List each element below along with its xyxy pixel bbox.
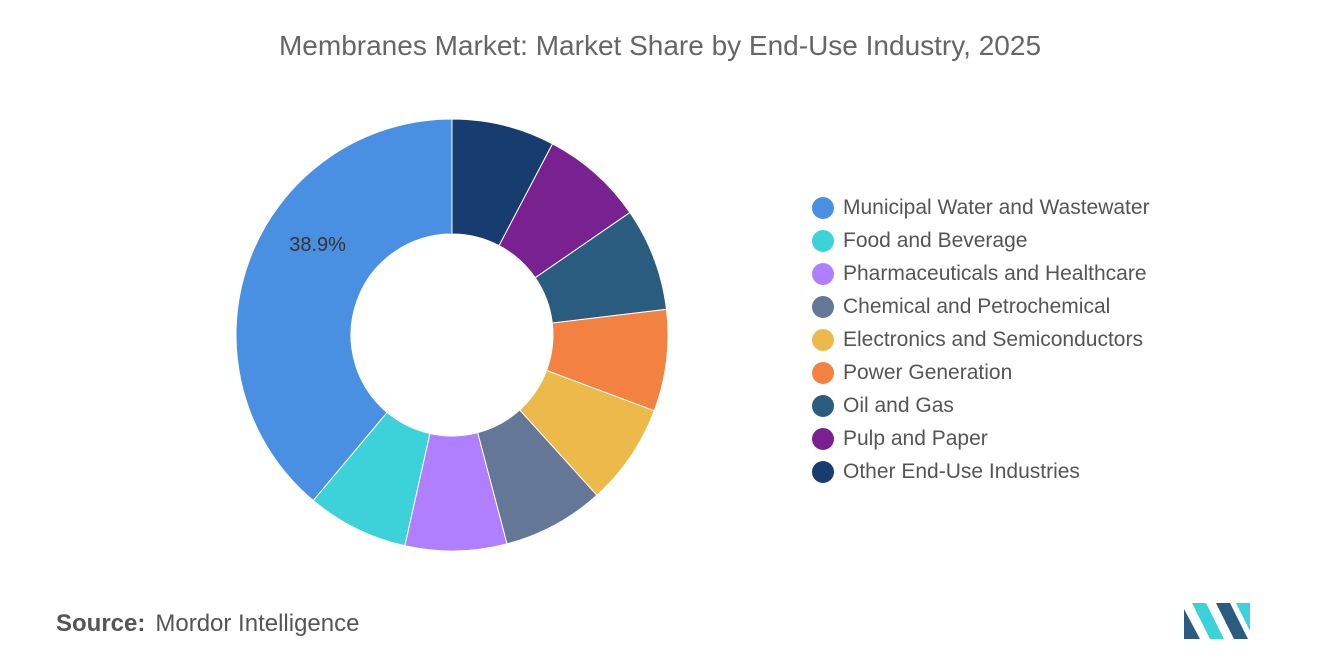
source-name: Mordor Intelligence (155, 610, 360, 637)
donut-slice-food-and-beverage (312, 411, 431, 547)
slice-data-label: 38.9% (289, 234, 346, 256)
donut-slice-electronics-and-semiconductors (519, 369, 655, 496)
legend-item: Oil and Gas (812, 389, 1150, 422)
logo-shape-right (1216, 603, 1248, 639)
donut-slice-municipal-water-and-wastewater (235, 118, 453, 502)
donut-slice-pharmaceuticals-and-healthcare (404, 432, 508, 552)
legend-item: Pulp and Paper (812, 422, 1150, 455)
source-prefix: Source: (56, 610, 146, 637)
donut-slice-oil-and-gas (534, 211, 668, 324)
mordor-intelligence-logo (1184, 603, 1250, 639)
legend-label: Pharmaceuticals and Healthcare (843, 261, 1147, 285)
legend-item: Electronics and Semiconductors (812, 323, 1150, 356)
legend-swatch (812, 262, 834, 285)
legend-item: Power Generation (812, 356, 1150, 389)
legend-label: Other End-Use Industries (843, 459, 1080, 483)
legend-swatch (812, 361, 834, 384)
legend-swatch (812, 295, 834, 318)
legend-label: Pulp and Paper (843, 426, 988, 450)
donut-slice-chemical-and-petrochemical (477, 409, 598, 545)
legend-label: Chemical and Petrochemical (843, 294, 1111, 318)
legend-label: Electronics and Semiconductors (843, 327, 1143, 351)
legend-label: Power Generation (843, 360, 1013, 384)
source-line: Source: Mordor Intelligence (56, 610, 359, 638)
logo-shape-left (1184, 609, 1200, 639)
legend-item: Chemical and Petrochemical (812, 290, 1150, 323)
chart-title: Membranes Market: Market Share by End-Us… (278, 30, 1042, 61)
legend-item: Municipal Water and Wastewater (812, 191, 1150, 224)
legend-item: Food and Beverage (812, 224, 1150, 257)
legend-label: Oil and Gas (843, 393, 954, 417)
legend-swatch (812, 328, 834, 351)
legend-swatch (812, 427, 834, 450)
donut-chart: 38.9% (235, 118, 669, 552)
legend-swatch (812, 460, 834, 483)
donut-slice-power-generation (545, 308, 669, 412)
legend-item: Pharmaceuticals and Healthcare (812, 257, 1150, 290)
legend-swatch (812, 229, 834, 252)
logo-shape-tail (1236, 603, 1250, 631)
legend-swatch (812, 394, 834, 417)
donut-slice-other-end-use-industries (451, 118, 554, 247)
logo-shape-mid (1192, 603, 1224, 639)
legend-item: Other End-Use Industries (812, 455, 1150, 488)
donut-slice-pulp-and-paper (498, 143, 631, 279)
legend-label: Municipal Water and Wastewater (843, 195, 1150, 219)
chart-legend: Municipal Water and Wastewater Food and B… (812, 191, 1150, 488)
legend-swatch (812, 196, 834, 219)
legend-label: Food and Beverage (843, 228, 1028, 252)
